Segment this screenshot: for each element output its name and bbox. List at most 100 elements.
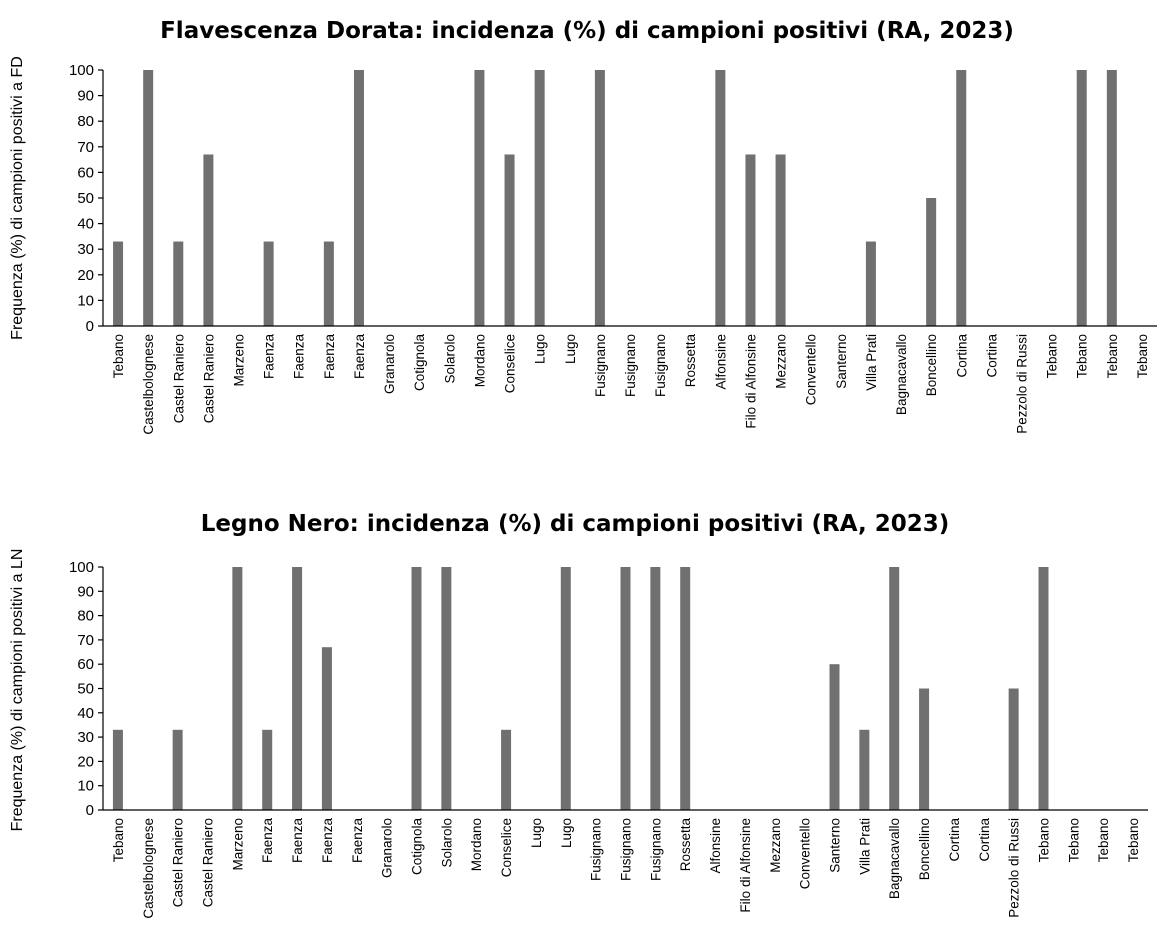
ln-y-tick-label: 30	[77, 729, 94, 746]
fd-x-tick-label: Filo di Alfonsine	[743, 334, 758, 429]
ln-x-tick-label: Villa Prati	[857, 818, 872, 875]
ln-bars	[112, 567, 1049, 810]
fd-x-tick-label: Mordano	[472, 334, 487, 387]
ln-x-tick-label: Mordano	[469, 818, 484, 871]
ln-x-tick-label: Faenza	[350, 818, 365, 864]
ln-x-tick-label: Fusignano	[589, 818, 604, 881]
fd-bars	[113, 70, 1117, 326]
fd-x-tick-label: Villa Prati	[864, 334, 879, 391]
fd-y-tick-label: 70	[77, 139, 94, 156]
fd-bar	[323, 241, 334, 326]
fd-y-tick-label: 20	[77, 267, 94, 284]
fd-y-ticks: 0 10 20 30 40 50 60 70 80 90 100	[69, 62, 103, 335]
fd-y-tick-label: 90	[77, 88, 94, 105]
ln-bar	[172, 729, 183, 810]
ln-x-tick-label: Faenza	[290, 818, 305, 864]
ln-bar	[292, 567, 303, 810]
fd-x-tick-label: Alfonsine	[713, 334, 728, 390]
fd-x-tick-label: Castelbolognese	[141, 334, 156, 435]
ln-bar	[919, 688, 930, 810]
ln-y-tick-label: 40	[77, 705, 94, 722]
ln-chart-title: Legno Nero: incidenza (%) di campioni po…	[201, 511, 950, 537]
ln-x-tick-label: Faenza	[260, 818, 275, 864]
ln-bar	[411, 567, 422, 810]
ln-bar	[889, 567, 900, 810]
ln-bar	[112, 729, 123, 810]
ln-y-ticks: 0 10 20 30 40 50 60 70 80 90 100	[69, 559, 103, 819]
fd-x-tick-label: Lugo	[533, 334, 548, 364]
fd-bar	[353, 70, 364, 326]
fd-x-tick-label: Rossetta	[683, 334, 698, 388]
fd-x-tick-label: Castel Raniero	[171, 334, 186, 423]
ln-x-ticks: Tebano Castelbolognese Castel Raniero Caste…	[111, 818, 1141, 919]
ln-bar	[232, 567, 243, 810]
ln-x-tick-label: Cotignola	[410, 818, 425, 876]
fd-y-tick-label: 100	[69, 62, 94, 79]
fd-x-tick-label: Conselice	[503, 334, 518, 393]
fd-x-tick-label: Faenza	[352, 334, 367, 380]
fd-bar	[956, 70, 967, 326]
ln-x-tick-label: Castelbolognese	[141, 818, 156, 919]
fd-bar	[474, 70, 485, 326]
ln-x-tick-label: Marzeno	[230, 818, 245, 871]
ln-x-tick-label: Cortina	[947, 818, 962, 862]
ln-y-tick-label: 100	[69, 559, 94, 576]
fd-x-tick-label: Pezzolo di Russi	[1014, 334, 1029, 434]
ln-x-tick-label: Castel Raniero	[201, 818, 216, 907]
fd-x-tick-label: Mezzano	[774, 334, 789, 389]
fd-x-tick-label: Tebano	[1075, 334, 1090, 378]
ln-x-tick-label: Conventello	[798, 818, 813, 889]
fd-x-tick-label: Tebano	[111, 334, 126, 378]
fd-bar	[865, 241, 876, 326]
fd-x-tick-label: Tebano	[1105, 334, 1120, 378]
ln-y-axis-label: Frequenza (%) di campioni positivi a LN	[9, 549, 26, 832]
ln-x-tick-label: Castel Raniero	[171, 818, 186, 907]
ln-bar	[501, 729, 512, 810]
fd-x-tick-label: Cortina	[954, 334, 969, 378]
ln-x-tick-label: Conselice	[499, 818, 514, 877]
ln-y-tick-label: 10	[77, 778, 94, 795]
fd-bar	[203, 154, 214, 326]
ln-x-tick-label: Pezzolo di Russi	[1007, 818, 1022, 918]
fd-x-tick-label: Faenza	[292, 334, 307, 380]
fd-y-tick-label: 30	[77, 241, 94, 258]
fd-bar	[775, 154, 786, 326]
fd-chart: Flavescenza Dorata: incidenza (%) di cam…	[9, 18, 1157, 435]
fd-x-tick-label: Cotignola	[412, 334, 427, 392]
fd-bar	[926, 198, 937, 326]
fd-y-axis-label: Frequenza (%) di campioni positivi a FD	[9, 56, 26, 340]
ln-bar	[321, 647, 332, 810]
fd-bar	[263, 241, 274, 326]
ln-x-tick-label: Faenza	[320, 818, 335, 864]
ln-bar	[620, 567, 631, 810]
ln-x-tick-label: Rossetta	[678, 818, 693, 872]
fd-y-tick-label: 60	[77, 164, 94, 181]
ln-bar	[650, 567, 661, 810]
fd-chart-title: Flavescenza Dorata: incidenza (%) di cam…	[160, 18, 1014, 44]
ln-chart: Legno Nero: incidenza (%) di campioni po…	[9, 511, 1148, 919]
fd-y-tick-label: 0	[86, 318, 94, 335]
fd-bar	[173, 241, 184, 326]
ln-y-tick-label: 80	[77, 608, 94, 625]
ln-y-tick-label: 20	[77, 753, 94, 770]
fd-bar	[715, 70, 726, 326]
ln-x-tick-label: Mezzano	[768, 818, 783, 873]
ln-x-tick-label: Fusignano	[648, 818, 663, 881]
fd-x-tick-label: Bagnacavallo	[894, 334, 909, 415]
fd-x-tick-label: Lugo	[563, 334, 578, 364]
fd-x-tick-label: Faenza	[262, 334, 277, 380]
ln-y-tick-label: 0	[86, 802, 94, 819]
ln-x-tick-label: Alfonsine	[708, 818, 723, 874]
fd-x-tick-label: Tebano	[1045, 334, 1060, 378]
ln-y-tick-label: 70	[77, 632, 94, 649]
fd-x-tick-label: Fusignano	[593, 334, 608, 397]
ln-x-tick-label: Cortina	[977, 818, 992, 862]
fd-bar	[1106, 70, 1117, 326]
fd-bar	[504, 154, 515, 326]
ln-x-tick-label: Tebano	[111, 818, 126, 862]
fd-bar	[594, 70, 605, 326]
fd-bar	[143, 70, 154, 326]
ln-x-tick-label: Tebano	[1096, 818, 1111, 862]
fd-y-tick-label: 10	[77, 292, 94, 309]
ln-x-tick-label: Boncellino	[917, 818, 932, 880]
